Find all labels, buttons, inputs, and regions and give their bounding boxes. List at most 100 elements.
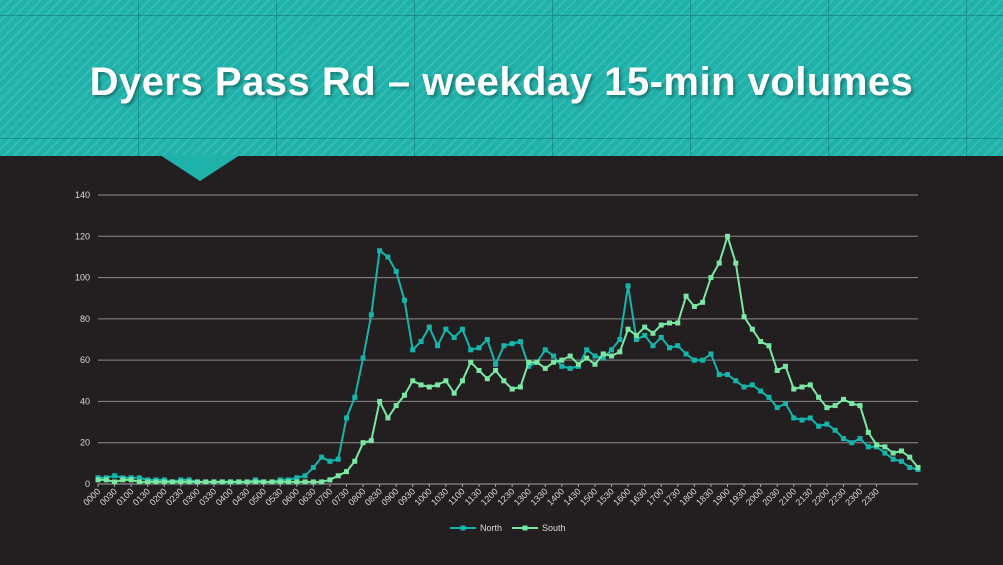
data-point-north [683,351,689,357]
data-point-south [401,392,407,398]
data-point-north [749,382,755,388]
data-point-north [435,343,441,349]
x-tick-label: 1430 [562,486,583,507]
data-point-south [219,479,225,485]
data-point-north [352,394,358,400]
data-point-north [716,372,722,378]
x-tick-label: 1600 [611,486,632,507]
data-point-north [319,454,325,460]
data-point-south [170,479,176,485]
data-point-south [683,293,689,299]
x-tick-label: 1800 [678,486,699,507]
data-point-south [733,260,739,266]
data-point-north [426,324,432,330]
data-point-south [343,469,349,475]
data-point-south [493,367,499,373]
x-tick-label: 1730 [661,486,682,507]
data-point-south [211,479,217,485]
data-point-south [749,326,755,332]
data-point-north [733,378,739,384]
data-point-north [865,444,871,450]
banner-divider [0,138,1003,139]
title-banner [0,0,1003,156]
data-point-south [269,479,275,485]
data-point-south [766,343,772,349]
data-point-north [393,268,399,274]
data-point-south [368,438,374,444]
data-point-south [824,405,830,411]
data-point-north [758,388,764,394]
data-point-south [865,429,871,435]
data-point-south [186,479,192,485]
data-point-south [642,324,648,330]
banner-divider [276,0,277,156]
data-point-south [277,479,283,485]
data-point-south [161,479,167,485]
x-tick-label: 1700 [644,486,665,507]
data-point-south [600,351,606,357]
y-tick-label: 60 [80,355,90,365]
data-point-north [882,450,888,456]
x-tick-label: 2200 [810,486,831,507]
legend-marker-south [522,525,528,531]
data-point-north [824,421,830,427]
x-tick-label: 0030 [98,486,119,507]
banner-divider [138,0,139,156]
data-point-north [443,326,449,332]
data-point-south [120,477,126,483]
y-tick-label: 140 [75,190,90,200]
data-point-north [708,351,714,357]
x-tick-label: 2130 [794,486,815,507]
data-point-south [575,361,581,367]
data-point-south [758,339,764,345]
data-point-north [335,456,341,462]
data-point-north [617,337,623,342]
data-point-north [700,357,706,363]
data-point-north [642,332,648,338]
data-point-south [476,367,482,373]
data-point-south [534,359,540,365]
data-point-south [261,479,267,485]
data-point-north [890,456,896,462]
data-point-south [816,394,822,400]
data-point-north [343,415,349,421]
data-point-south [799,384,805,390]
x-tick-label: 0500 [247,486,268,507]
x-tick-label: 0800 [346,486,367,507]
x-tick-label: 2230 [827,486,848,507]
data-point-north [294,475,300,481]
x-tick-label: 1130 [463,486,484,507]
x-tick-label: 1100 [446,486,467,507]
data-point-south [658,322,664,328]
data-point-south [294,479,300,485]
data-point-north [774,405,780,411]
x-tick-label: 0100 [114,486,135,507]
data-point-south [435,382,441,388]
banner-pointer [160,155,240,181]
data-point-north [600,355,606,361]
data-point-north [625,283,631,289]
data-point-north [377,248,383,254]
x-tick-label: 1030 [429,486,450,507]
data-point-south [484,376,490,382]
data-point-south [650,330,656,336]
x-tick-label: 1300 [512,486,533,507]
data-point-north [633,337,639,342]
data-point-north [766,394,772,400]
x-tick-label: 2100 [777,486,798,507]
data-point-south [700,299,706,305]
data-point-north [898,458,904,464]
data-point-north [807,415,813,421]
x-tick-label: 1530 [595,486,616,507]
x-tick-label: 1000 [412,486,433,507]
data-point-south [890,450,896,456]
x-tick-label: 2300 [843,486,864,507]
data-point-south [840,396,846,402]
data-point-south [667,320,673,326]
data-point-north [517,339,523,345]
data-point-north [493,361,499,367]
data-point-south [517,384,523,390]
data-point-south [319,479,325,485]
data-point-south [393,403,399,409]
data-point-south [112,479,118,485]
